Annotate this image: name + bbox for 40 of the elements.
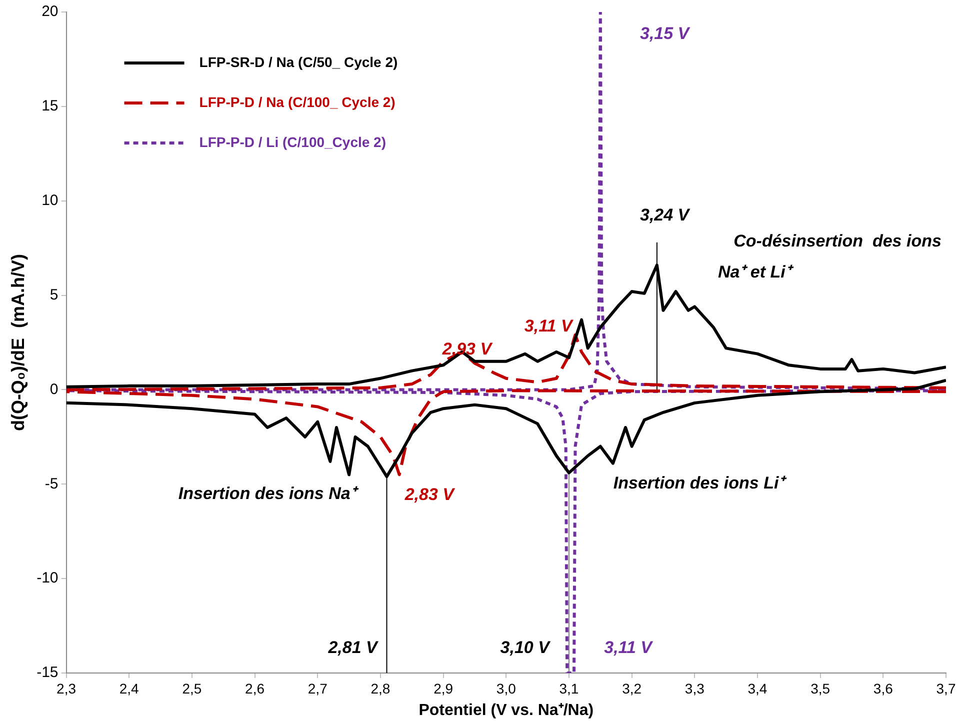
x-tick-label: 3,6 (873, 680, 894, 696)
x-tick-label: 2,4 (119, 680, 140, 696)
annotation: 3,24 V (640, 206, 691, 225)
annotation: 3,11 V (604, 638, 654, 658)
x-tick-label: 3,5 (810, 680, 830, 696)
annotation: Co-désinsertion des ions (734, 231, 942, 250)
annotation: Insertion des ions Na⁺ (178, 484, 360, 503)
annotation: 3,11 V (524, 316, 574, 336)
annotation: 3,15 V (640, 24, 691, 43)
annotation: 3,10 V (500, 638, 552, 658)
annotation: Insertion des ions Li⁺ (613, 473, 788, 492)
annotation: 2,83 V (404, 484, 456, 504)
x-tick-label: 2,6 (245, 680, 265, 696)
annotation: 2,81 V (327, 638, 380, 658)
x-tick-label: 2,9 (434, 680, 454, 696)
x-tick-label: 3,1 (559, 680, 579, 696)
x-tick-label: 2,7 (308, 680, 328, 696)
x-axis-title: Potentiel (V vs. Na⁺/Na) (418, 702, 594, 719)
y-tick-label: 5 (50, 286, 58, 304)
x-tick-label: 3,3 (684, 680, 705, 696)
legend-label: LFP-SR-D / Na (C/50_ Cycle 2) (199, 54, 398, 70)
x-tick-label: 3,7 (936, 680, 956, 696)
annotation: Na⁺ et Li⁺ (718, 262, 794, 282)
x-tick-label: 2,5 (182, 680, 202, 696)
y-tick-label: -15 (36, 664, 58, 682)
x-tick-label: 3,2 (622, 680, 642, 696)
x-tick-label: 2,3 (56, 680, 76, 696)
y-tick-label: 10 (42, 192, 58, 209)
y-tick-label: 15 (42, 98, 58, 115)
y-tick-label: 0 (50, 380, 58, 398)
y-tick-label: -5 (44, 475, 58, 492)
y-axis-title: d(Q-Q₀)/dE (mA.h/V) (8, 254, 28, 432)
x-tick-label: 3,4 (748, 680, 768, 696)
x-tick-label: 2,8 (370, 680, 390, 696)
y-tick-label: 20 (42, 3, 58, 20)
legend-label: LFP-P-D / Li (C/100_Cycle 2) (199, 134, 386, 150)
x-tick-label: 3,0 (496, 680, 516, 696)
annotation: 2,93 V (441, 340, 494, 359)
legend-label: LFP-P-D / Na (C/100_ Cycle 2) (199, 94, 396, 110)
y-tick-label: -10 (36, 570, 58, 587)
